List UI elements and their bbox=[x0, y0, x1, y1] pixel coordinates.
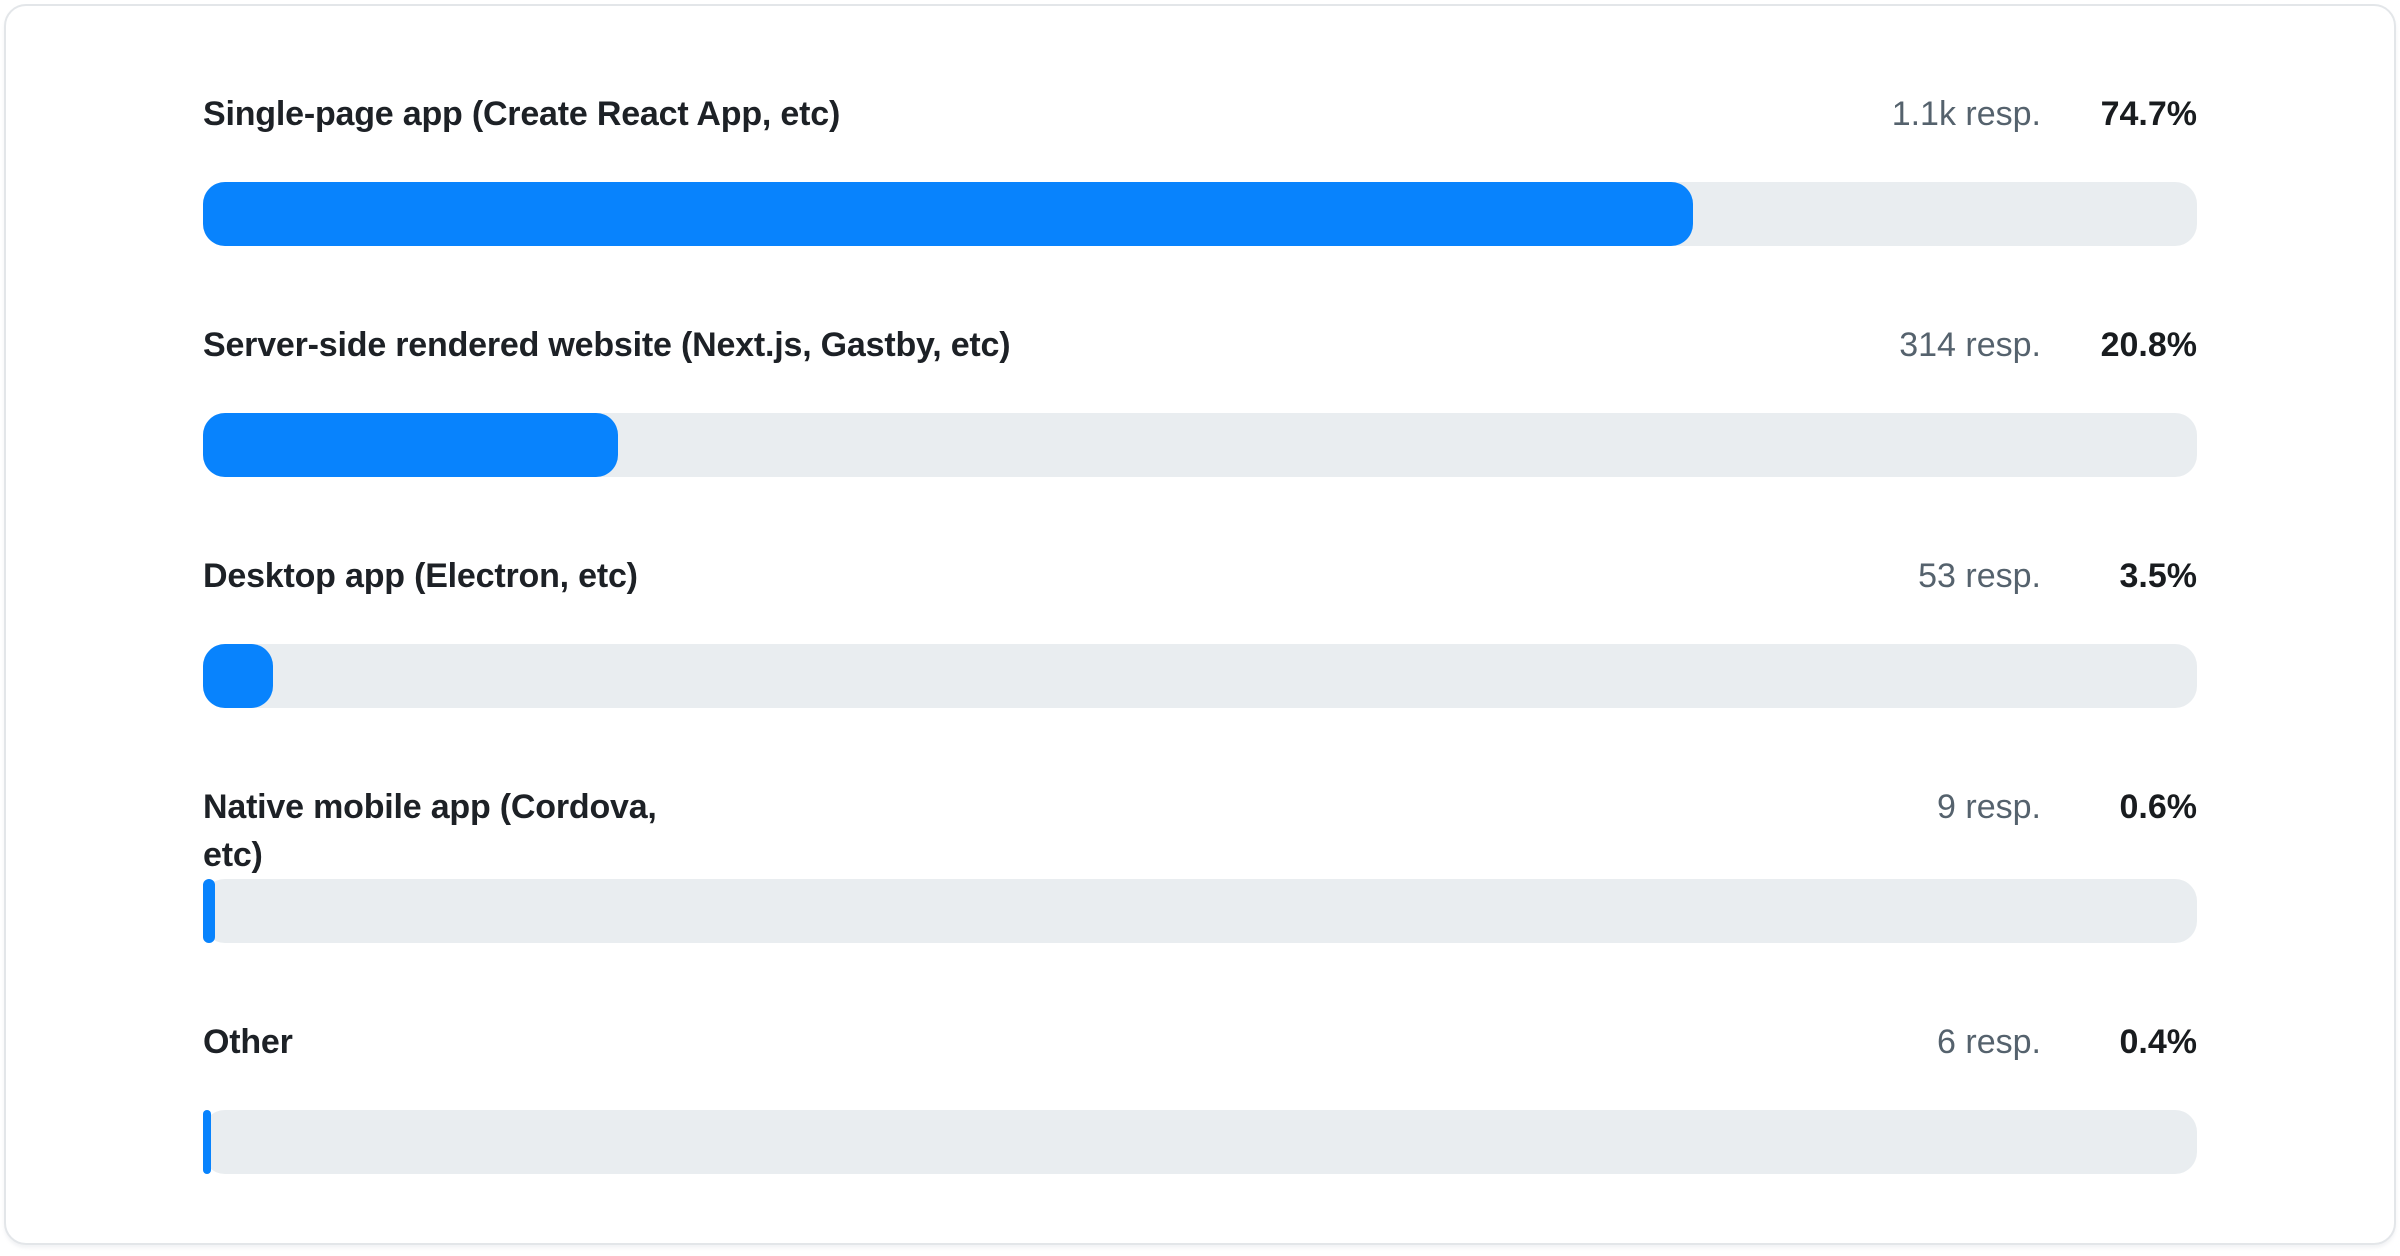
option-label: Desktop app (Electron, etc) bbox=[203, 557, 638, 595]
survey-results-card: Single-page app (Create React App, etc) … bbox=[4, 4, 2396, 1245]
row-header: Desktop app (Electron, etc) 53 resp. 3.5… bbox=[203, 552, 2197, 644]
percent-value: 74.7% bbox=[2100, 95, 2197, 133]
row-stats: 314 resp. 20.8% bbox=[1899, 321, 2197, 369]
bar-fill bbox=[203, 879, 215, 943]
option-label: Server-side rendered website (Next.js, G… bbox=[203, 326, 1011, 364]
bar-track bbox=[203, 644, 2197, 708]
row-header: Other 6 resp. 0.4% bbox=[203, 1018, 2197, 1110]
row-header: Single-page app (Create React App, etc) … bbox=[203, 90, 2197, 182]
percent-value: 0.4% bbox=[2119, 1023, 2198, 1061]
survey-row: Other 6 resp. 0.4% bbox=[203, 1018, 2197, 1174]
survey-row: Desktop app (Electron, etc) 53 resp. 3.5… bbox=[203, 552, 2197, 708]
bar-fill bbox=[203, 413, 618, 477]
option-label: Single-page app (Create React App, etc) bbox=[203, 95, 841, 133]
survey-rows: Single-page app (Create React App, etc) … bbox=[203, 90, 2197, 1174]
response-count: 1.1k resp. bbox=[1891, 95, 2041, 133]
percent-value: 20.8% bbox=[2100, 326, 2197, 364]
bar-fill bbox=[203, 182, 1693, 246]
row-header: Server-side rendered website (Next.js, G… bbox=[203, 321, 2197, 413]
percent-value: 0.6% bbox=[2119, 788, 2198, 826]
bar-fill bbox=[203, 644, 273, 708]
percent-value: 3.5% bbox=[2119, 557, 2198, 595]
row-stats: 6 resp. 0.4% bbox=[1937, 1018, 2197, 1066]
survey-row: Server-side rendered website (Next.js, G… bbox=[203, 321, 2197, 477]
survey-row: Native mobile app (Cordova, etc) 9 resp.… bbox=[203, 783, 2197, 943]
response-count: 314 resp. bbox=[1899, 326, 2041, 364]
option-label: Native mobile app (Cordova, etc) bbox=[203, 788, 657, 874]
response-count: 6 resp. bbox=[1937, 1023, 2041, 1061]
option-label: Other bbox=[203, 1023, 293, 1061]
bar-fill bbox=[203, 1110, 211, 1174]
bar-track bbox=[203, 879, 2197, 943]
survey-row: Single-page app (Create React App, etc) … bbox=[203, 90, 2197, 246]
row-stats: 53 resp. 3.5% bbox=[1918, 552, 2197, 600]
row-stats: 1.1k resp. 74.7% bbox=[1892, 90, 2197, 138]
response-count: 53 resp. bbox=[1918, 557, 2041, 595]
bar-track bbox=[203, 413, 2197, 477]
bar-track bbox=[203, 182, 2197, 246]
row-stats: 9 resp. 0.6% bbox=[1937, 783, 2197, 831]
response-count: 9 resp. bbox=[1937, 788, 2041, 826]
bar-track bbox=[203, 1110, 2197, 1174]
row-header: Native mobile app (Cordova, etc) 9 resp.… bbox=[203, 783, 2197, 879]
